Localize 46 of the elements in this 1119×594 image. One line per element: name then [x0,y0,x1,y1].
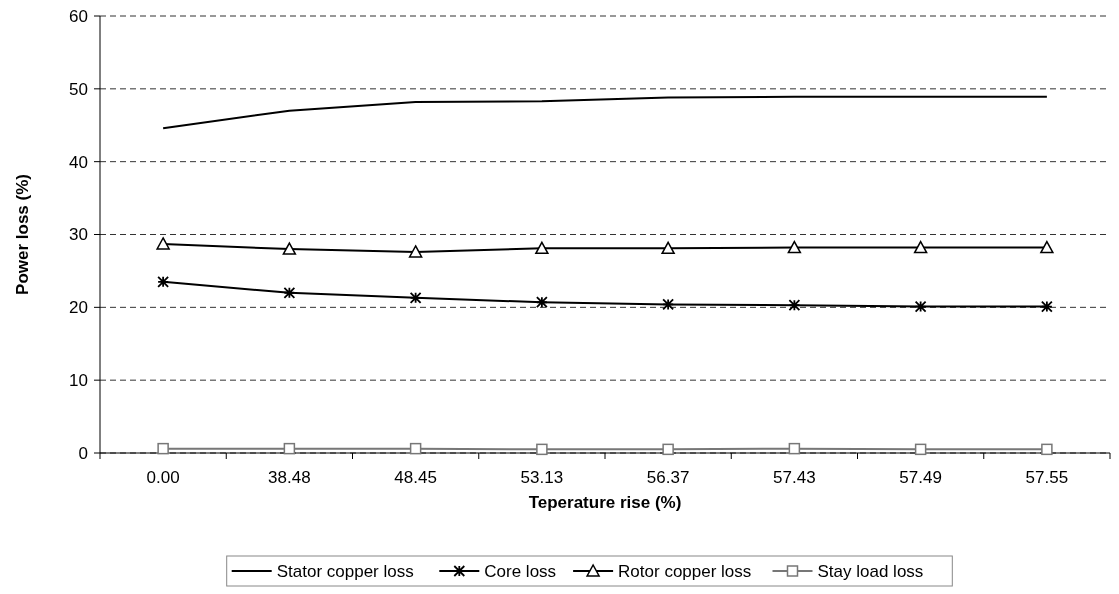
legend-label: Stator copper loss [276,561,414,581]
y-axis-title: Power loss (%) [13,174,32,295]
point [914,300,927,313]
point [282,242,297,255]
point [408,245,423,258]
point [1040,300,1053,313]
point [662,443,674,456]
x-tick-label: 0.00 [146,468,180,487]
y-tick-label: 20 [69,298,88,318]
legend-label: Rotor copper loss [618,561,752,581]
point [157,442,169,455]
point [788,442,801,455]
point [914,443,927,456]
point [662,298,675,311]
x-axis-title: Teperature rise (%) [528,493,682,512]
point [1040,240,1054,254]
y-tick-label: 40 [69,152,88,172]
legend-label: Stay load loss [817,561,924,581]
point [788,299,801,312]
y-tick-label: 50 [69,79,88,99]
legend-label: Core loss [484,561,557,581]
point [156,237,170,250]
point [535,241,549,255]
x-tick-label: 38.48 [268,468,311,487]
point [283,286,296,299]
point [283,442,296,455]
x-tick-label: 48.45 [394,468,437,487]
x-tick-label: 57.49 [899,468,942,487]
x-tick-label: 57.43 [773,468,816,487]
point [536,443,548,456]
y-tick-label: 60 [69,6,88,26]
point [661,241,675,255]
point [913,240,928,254]
point [787,240,802,254]
x-tick-label: 56.37 [646,468,690,487]
point [1041,443,1053,456]
point [409,442,422,455]
point [157,275,170,288]
y-tick-label: 30 [69,225,88,245]
point [409,291,422,304]
y-tick-label: 10 [69,371,88,391]
x-tick-label: 53.13 [520,468,564,487]
y-tick-label: 0 [78,443,88,463]
point [535,296,548,309]
line-series [162,95,1048,130]
x-tick-label: 57.55 [1025,468,1069,487]
